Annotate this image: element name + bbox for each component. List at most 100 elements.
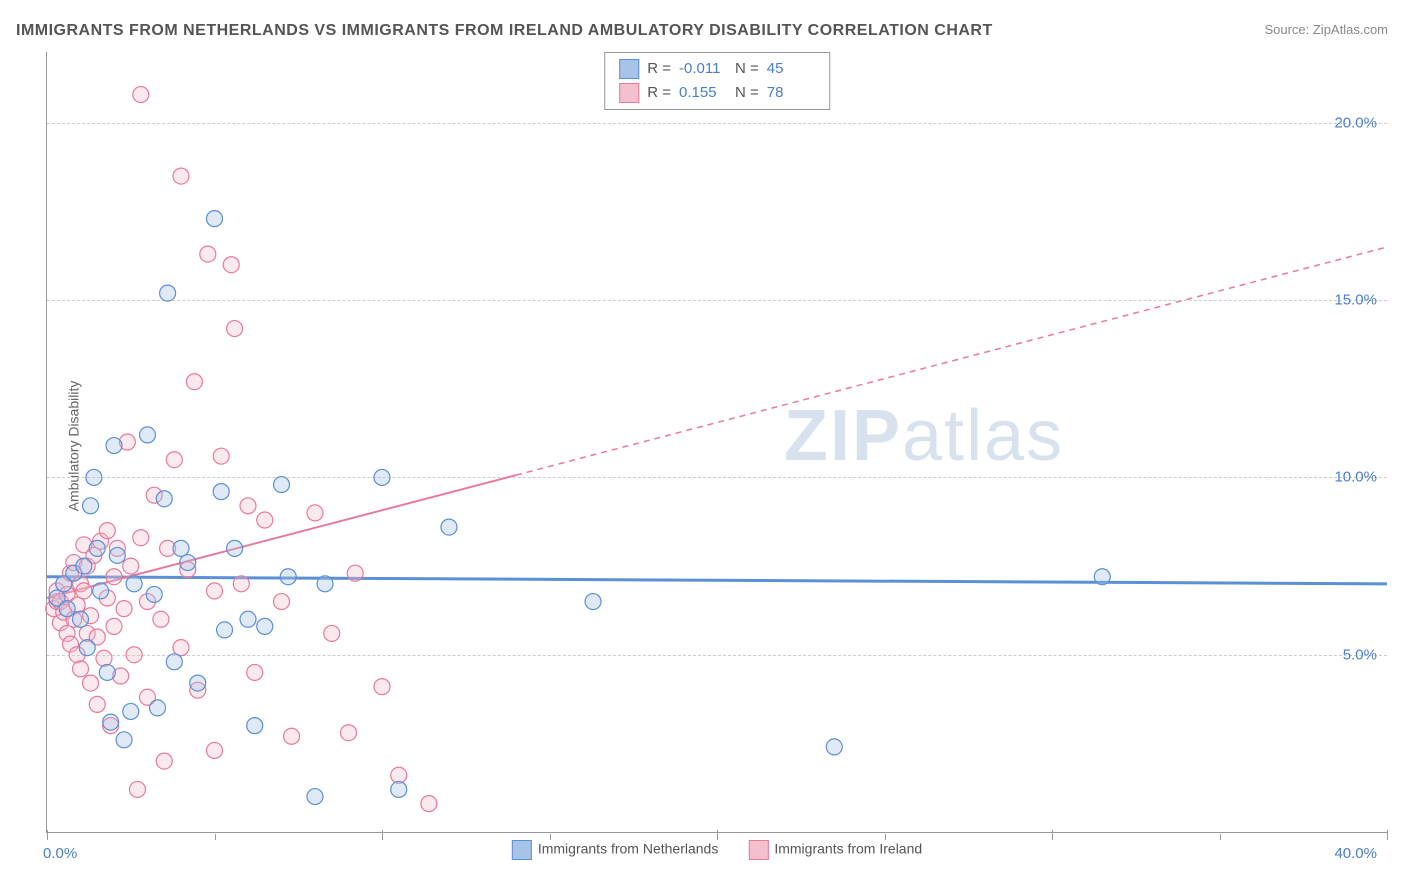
scatter-point (59, 601, 75, 617)
scatter-point (86, 469, 102, 485)
x-tick (47, 830, 48, 840)
scatter-point (76, 583, 92, 599)
scatter-point (257, 512, 273, 528)
scatter-point (109, 547, 125, 563)
scatter-point (166, 452, 182, 468)
scatter-point (341, 725, 357, 741)
scatter-point (180, 555, 196, 571)
scatter-point (247, 664, 263, 680)
x-tick-label-min: 0.0% (43, 845, 77, 862)
scatter-point (826, 739, 842, 755)
scatter-point (156, 491, 172, 507)
scatter-point (374, 469, 390, 485)
scatter-point (93, 583, 109, 599)
scatter-point (1094, 569, 1110, 585)
scatter-point (76, 558, 92, 574)
scatter-point (173, 168, 189, 184)
stat-r-value: -0.011 (679, 57, 727, 81)
plot-area: ZIPatlas 5.0%10.0%15.0%20.0% R =-0.011N … (46, 52, 1387, 833)
scatter-point (133, 87, 149, 103)
scatter-point (79, 640, 95, 656)
scatter-point (153, 611, 169, 627)
scatter-point (186, 374, 202, 390)
scatter-point (83, 498, 99, 514)
chart-title: IMMIGRANTS FROM NETHERLANDS VS IMMIGRANT… (16, 22, 993, 40)
stat-n-label: N = (735, 81, 759, 105)
stats-swatch (619, 83, 639, 103)
scatter-point (89, 696, 105, 712)
scatter-point (73, 611, 89, 627)
x-tick (215, 834, 216, 840)
scatter-point (129, 781, 145, 797)
scatter-point (374, 679, 390, 695)
stat-r-value: 0.155 (679, 81, 727, 105)
x-tick-label-max: 40.0% (1334, 845, 1377, 862)
source-credit: Source: ZipAtlas.com (1264, 22, 1388, 37)
x-tick (1052, 830, 1053, 840)
scatter-point (166, 654, 182, 670)
legend-swatch (512, 840, 532, 860)
legend-bottom: Immigrants from Netherlands Immigrants fr… (512, 840, 922, 860)
scatter-point (213, 484, 229, 500)
scatter-point (585, 594, 601, 610)
scatter-point (123, 558, 139, 574)
legend-label: Immigrants from Netherlands (538, 841, 719, 857)
scatter-point (207, 583, 223, 599)
scatter-point (213, 448, 229, 464)
scatter-point (200, 246, 216, 262)
x-tick (382, 830, 383, 840)
scatter-point (257, 618, 273, 634)
scatter-point (173, 540, 189, 556)
legend-label: Immigrants from Ireland (774, 841, 922, 857)
scatter-point (99, 664, 115, 680)
scatter-point (280, 569, 296, 585)
scatter-point (227, 540, 243, 556)
scatter-point (227, 321, 243, 337)
scatter-point (99, 523, 115, 539)
scatter-point (126, 576, 142, 592)
scatter-point (247, 718, 263, 734)
scatter-point (207, 742, 223, 758)
scatter-point (156, 753, 172, 769)
scatter-point (116, 732, 132, 748)
scatter-point (274, 477, 290, 493)
stats-swatch (619, 59, 639, 79)
scatter-point (223, 257, 239, 273)
scatter-point (160, 285, 176, 301)
stat-n-value: 45 (767, 57, 815, 81)
stat-n-label: N = (735, 57, 759, 81)
stat-r-label: R = (647, 57, 671, 81)
scatter-point (307, 505, 323, 521)
scatter-point (284, 728, 300, 744)
scatter-point (324, 625, 340, 641)
legend-item: Immigrants from Ireland (748, 840, 922, 860)
scatter-point (347, 565, 363, 581)
scatter-point (123, 703, 139, 719)
x-tick (1220, 834, 1221, 840)
scatter-point (317, 576, 333, 592)
scatter-point (83, 675, 99, 691)
stat-r-label: R = (647, 81, 671, 105)
scatter-svg (47, 52, 1387, 832)
scatter-point (106, 569, 122, 585)
scatter-point (89, 540, 105, 556)
scatter-point (233, 576, 249, 592)
scatter-point (133, 530, 149, 546)
scatter-point (150, 700, 166, 716)
scatter-point (103, 714, 119, 730)
scatter-point (140, 427, 156, 443)
scatter-point (73, 661, 89, 677)
scatter-point (146, 586, 162, 602)
stat-n-value: 78 (767, 81, 815, 105)
scatter-point (190, 675, 206, 691)
scatter-point (421, 796, 437, 812)
stats-box: R = -0.011 N = 45 R = 0.155 N = 78 (604, 52, 830, 110)
scatter-point (274, 594, 290, 610)
scatter-point (106, 618, 122, 634)
stats-row: R = -0.011 N = 45 (619, 57, 815, 81)
scatter-point (217, 622, 233, 638)
scatter-point (240, 611, 256, 627)
scatter-point (96, 650, 112, 666)
x-tick (717, 830, 718, 840)
scatter-point (207, 211, 223, 227)
